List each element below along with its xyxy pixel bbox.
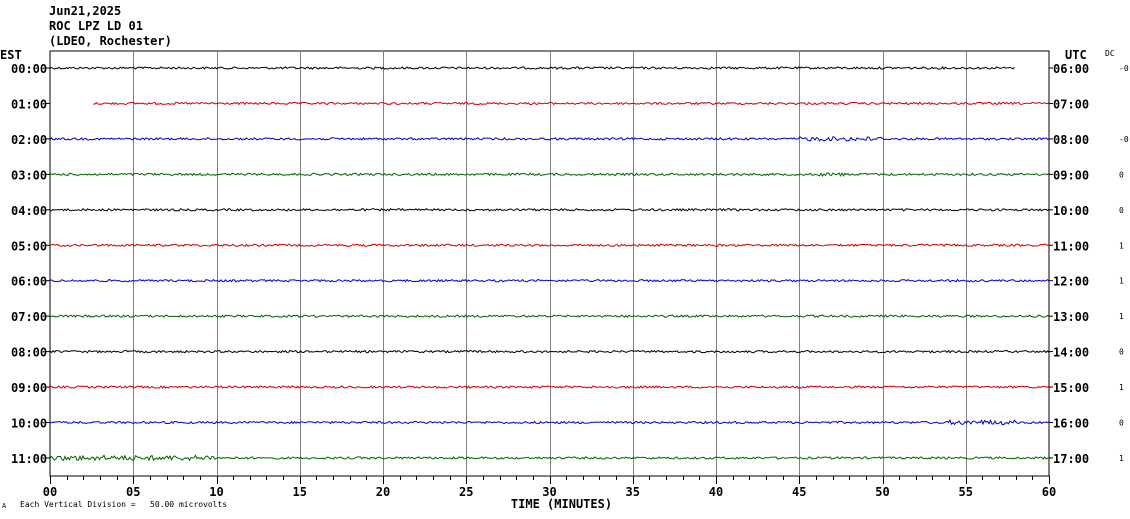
right-time-label: 15:00 (1053, 381, 1089, 395)
seismic-trace (49, 385, 1050, 389)
left-time-label: 03:00 (11, 168, 47, 182)
right-timezone-label: UTC (1065, 48, 1087, 62)
dc-offset-label: 1 (1119, 383, 1124, 392)
seismic-trace (49, 207, 1050, 212)
left-time-label: 10:00 (11, 417, 47, 431)
right-time-label: 12:00 (1053, 275, 1089, 289)
dc-offset-label: 0 (1119, 206, 1124, 215)
dc-offset-label: 0 (1119, 419, 1124, 428)
dc-offset-label: 1 (1119, 277, 1124, 286)
x-tick-label: 25 (459, 485, 473, 499)
dc-offset-label: 0 (1119, 170, 1124, 179)
seismic-trace (49, 136, 1050, 142)
x-tick-label: 50 (875, 485, 889, 499)
right-time-label: 17:00 (1053, 452, 1089, 466)
right-time-label: 16:00 (1053, 417, 1089, 431)
dc-offset-label: 1 (1119, 312, 1124, 321)
dc-offset-label: 1 (1119, 454, 1124, 463)
chart-network: (LDEO, Rochester) (49, 34, 172, 48)
x-tick-label: 20 (376, 485, 390, 499)
right-time-label: 13:00 (1053, 310, 1089, 324)
x-tick-label: 10 (209, 485, 223, 499)
seismic-trace (49, 454, 1050, 462)
right-time-label: 11:00 (1053, 239, 1089, 253)
x-tick-label: 05 (126, 485, 140, 499)
x-tick-label: 35 (626, 485, 640, 499)
seismic-trace (49, 278, 1050, 283)
chart-date: Jun21,2025 (49, 4, 122, 18)
left-time-label: 00:00 (11, 62, 47, 76)
seismic-trace (50, 314, 1050, 319)
left-time-label: 01:00 (11, 97, 47, 111)
right-time-label: 07:00 (1053, 97, 1089, 111)
x-tick-label: 15 (293, 485, 307, 499)
dc-offset-label: 0 (1119, 348, 1124, 357)
seismic-trace (49, 418, 1050, 426)
left-time-label: 02:00 (11, 133, 47, 147)
left-time-label: 04:00 (11, 204, 47, 218)
left-time-label: 09:00 (11, 381, 47, 395)
left-timezone-label: EST (0, 48, 22, 62)
left-time-label: 11:00 (11, 452, 47, 466)
seismic-trace (49, 172, 1050, 178)
dc-header-label: DC (1105, 49, 1115, 58)
x-tick-label: 40 (709, 485, 723, 499)
right-time-label: 08:00 (1053, 133, 1089, 147)
right-time-label: 10:00 (1053, 204, 1089, 218)
seismic-trace (93, 101, 1050, 106)
right-time-label: 06:00 (1053, 62, 1089, 76)
left-time-label: 08:00 (11, 346, 47, 360)
seismic-trace (49, 349, 1050, 354)
right-time-label: 14:00 (1053, 346, 1089, 360)
right-time-label: 09:00 (1053, 168, 1089, 182)
scale-note: Each Vertical Division = 50.00 microvolt… (20, 500, 228, 509)
seismic-trace (49, 243, 1050, 248)
left-time-label: 07:00 (11, 310, 47, 324)
x-tick-label: 45 (792, 485, 806, 499)
x-tick-label: 00 (43, 485, 57, 499)
seismic-trace (49, 66, 1015, 70)
plot-frame (49, 50, 1050, 477)
left-time-label: 05:00 (11, 239, 47, 253)
dc-offset-label: -0 (1119, 135, 1129, 144)
dc-offset-label: 1 (1119, 241, 1124, 250)
x-tick-label: 60 (1042, 485, 1056, 499)
left-time-label: 06:00 (11, 275, 47, 289)
x-tick-label: 30 (542, 485, 556, 499)
dc-offset-label: -0 (1119, 64, 1129, 73)
chart-title: ROC LPZ LD 01 (49, 19, 143, 33)
x-axis-label: TIME (MINUTES) (511, 497, 612, 511)
corner-mark: A (2, 502, 7, 510)
x-tick-label: 55 (959, 485, 973, 499)
